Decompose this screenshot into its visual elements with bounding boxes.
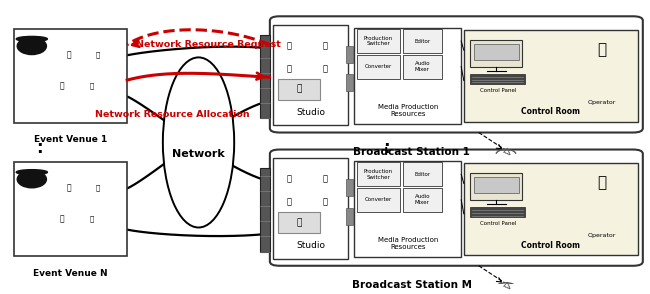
Text: 🎥: 🎥 [66, 50, 71, 59]
Text: 👤: 👤 [597, 42, 606, 57]
Text: 🎤: 🎤 [96, 51, 100, 58]
Text: Broadcast Station M: Broadcast Station M [352, 280, 472, 290]
FancyBboxPatch shape [270, 16, 643, 133]
Text: 👤: 👤 [597, 176, 606, 191]
Bar [403, 188, 442, 212]
Text: 🎤: 🎤 [287, 64, 292, 73]
Bar [464, 30, 638, 122]
Bar [14, 162, 127, 256]
Text: 🎥: 🎥 [66, 183, 71, 192]
Text: Event Venue N: Event Venue N [33, 269, 108, 278]
Bar [260, 35, 270, 118]
Text: 🎥: 🎥 [322, 41, 328, 51]
Text: :: : [384, 139, 390, 157]
Ellipse shape [18, 171, 46, 188]
Bar [358, 162, 400, 186]
Text: Operator: Operator [588, 100, 616, 105]
Text: Network Resource Allocation: Network Resource Allocation [96, 110, 250, 118]
Bar [358, 29, 400, 53]
Text: 🎤: 🎤 [287, 41, 292, 51]
Text: Converter: Converter [365, 197, 392, 202]
Bar [346, 179, 353, 196]
Bar [346, 74, 353, 91]
Text: 🎥: 🎥 [322, 64, 328, 73]
Text: Network Resource Request: Network Resource Request [136, 40, 281, 49]
Text: :: : [36, 139, 43, 157]
Ellipse shape [16, 36, 47, 41]
Ellipse shape [18, 38, 46, 55]
Text: ⊳: ⊳ [499, 280, 513, 294]
Text: 🎤: 🎤 [89, 216, 94, 222]
FancyBboxPatch shape [270, 150, 643, 266]
Bar [471, 207, 525, 217]
Text: 🎥: 🎥 [322, 175, 328, 184]
Text: ⊳: ⊳ [499, 147, 513, 161]
Text: 🎤: 🎤 [89, 82, 94, 89]
Text: Studio: Studio [296, 241, 325, 250]
Bar [354, 161, 461, 257]
Text: 🎥: 🎥 [322, 198, 328, 206]
Text: Audio
Mixer: Audio Mixer [415, 194, 430, 205]
Text: Media Production
Resources: Media Production Resources [378, 104, 438, 117]
Text: 🎥: 🎥 [60, 81, 64, 90]
Bar [471, 173, 522, 200]
Bar [474, 44, 519, 60]
Bar [260, 168, 270, 252]
Bar [278, 212, 320, 233]
Text: Editor: Editor [414, 172, 430, 177]
Bar [403, 55, 442, 79]
Text: Control Room: Control Room [521, 107, 580, 116]
Text: Production
Switcher: Production Switcher [364, 169, 393, 180]
Bar [471, 40, 522, 67]
Text: Broadcast Station 1: Broadcast Station 1 [353, 147, 470, 157]
Ellipse shape [16, 170, 47, 175]
Text: Control Room: Control Room [521, 240, 580, 250]
Bar [471, 74, 525, 84]
Text: Event Venue 1: Event Venue 1 [34, 135, 107, 144]
Text: Control Panel: Control Panel [480, 221, 516, 226]
Bar [474, 177, 519, 193]
Text: 👥: 👥 [296, 218, 302, 227]
Bar [403, 29, 442, 53]
Text: 👥: 👥 [296, 85, 302, 94]
Text: Production
Switcher: Production Switcher [364, 36, 393, 46]
Bar [273, 25, 348, 126]
Text: 🎤: 🎤 [96, 185, 100, 191]
Bar [354, 28, 461, 124]
Bar [14, 29, 127, 123]
Bar [346, 46, 353, 63]
Text: Editor: Editor [414, 39, 430, 44]
Text: 🎤: 🎤 [287, 175, 292, 184]
Text: Network: Network [172, 149, 225, 159]
Text: Media Production
Resources: Media Production Resources [378, 237, 438, 250]
Text: Audio
Mixer: Audio Mixer [415, 61, 430, 72]
Bar [464, 163, 638, 255]
Text: Control Panel: Control Panel [480, 88, 516, 93]
Bar [358, 188, 400, 212]
Text: 🎥: 🎥 [60, 215, 64, 223]
Bar [273, 158, 348, 259]
Text: Operator: Operator [588, 233, 616, 238]
Bar [358, 55, 400, 79]
Text: Converter: Converter [365, 64, 392, 69]
Bar [278, 79, 320, 100]
Bar [403, 162, 442, 186]
Text: Studio: Studio [296, 108, 325, 117]
Text: 🎤: 🎤 [287, 198, 292, 206]
Bar [346, 208, 353, 225]
Ellipse shape [163, 57, 234, 228]
